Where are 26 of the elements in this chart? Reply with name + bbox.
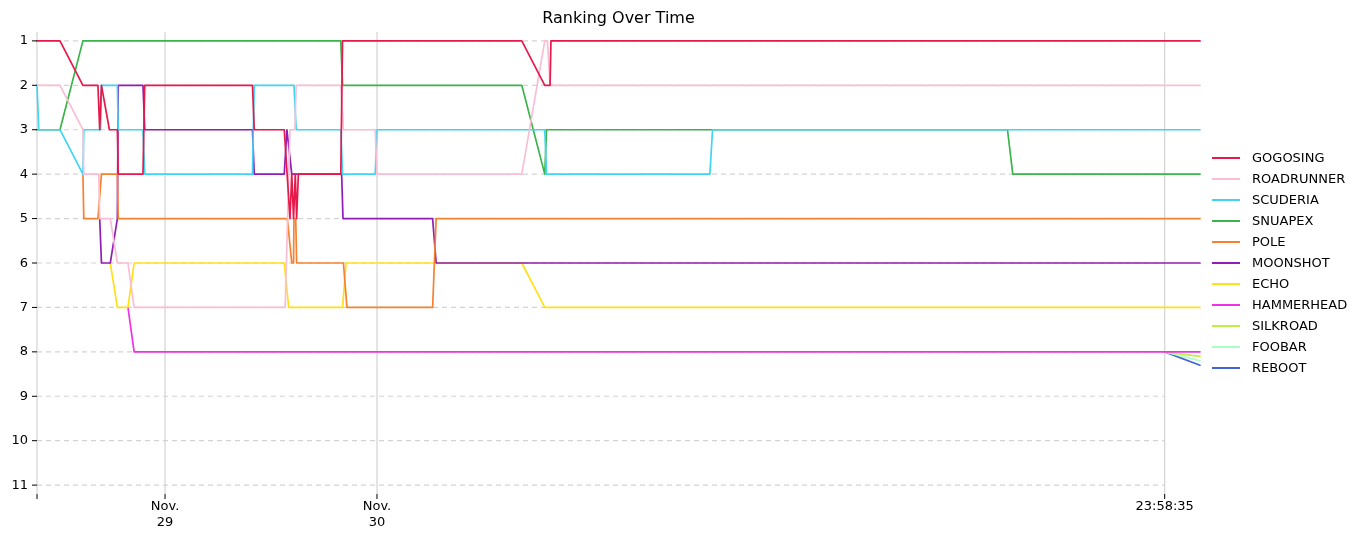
legend-label: REBOOT	[1252, 359, 1307, 375]
legend-label: FOOBAR	[1252, 338, 1307, 354]
y-tick-label: 8	[19, 343, 28, 359]
legend-label: SILKROAD	[1252, 317, 1318, 333]
y-tick-label: 10	[11, 432, 28, 448]
y-tick-label: 1	[19, 32, 28, 48]
y-tick-label: 7	[19, 298, 28, 314]
y-tick-label: 5	[19, 210, 28, 226]
y-tick-label: 11	[11, 476, 28, 492]
y-tick-label: 2	[19, 76, 28, 92]
x-tick-label: Nov. 29	[150, 498, 180, 529]
y-tick-label: 9	[19, 387, 28, 403]
legend-label: SNUAPEX	[1252, 212, 1314, 228]
legend-label: ECHO	[1252, 275, 1290, 291]
x-tick-label: Nov. 30	[362, 498, 392, 529]
legend-label: POLE	[1252, 233, 1286, 249]
x-tick-label: 23:58:35	[1135, 498, 1194, 513]
legend-label: GOGOSING	[1252, 149, 1325, 165]
y-tick-label: 3	[19, 121, 28, 137]
chart-title: Ranking Over Time	[542, 7, 695, 27]
y-tick-label: 6	[19, 254, 28, 270]
y-tick-label: 4	[19, 165, 28, 181]
legend-label: SCUDERIA	[1252, 191, 1319, 207]
legend-label: ROADRUNNER	[1252, 170, 1346, 186]
legend-label: HAMMERHEAD	[1252, 296, 1348, 312]
legend-label: MOONSHOT	[1252, 254, 1330, 270]
